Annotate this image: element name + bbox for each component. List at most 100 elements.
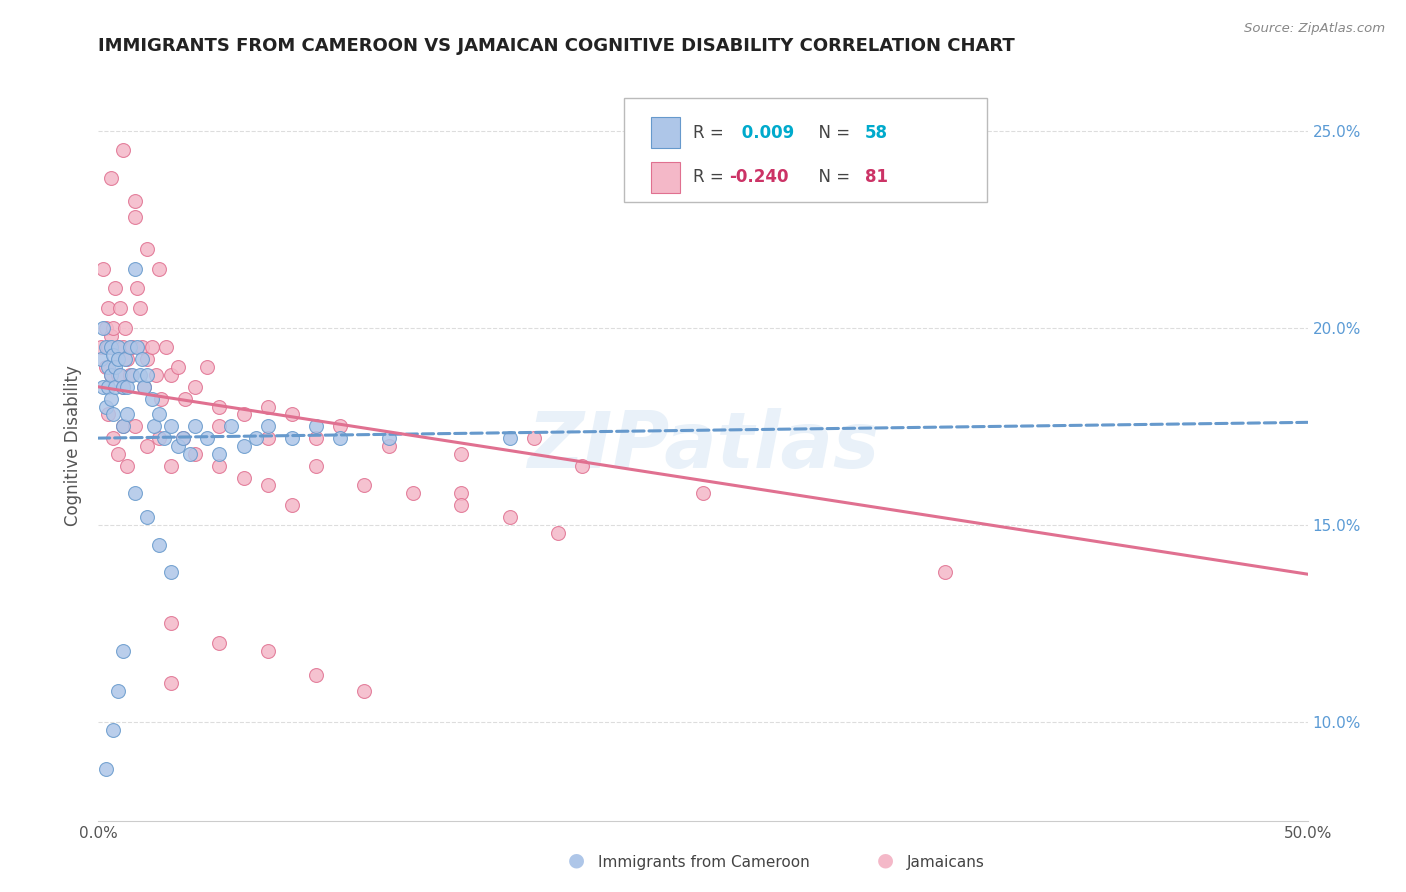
Point (450, 486, 472, 500)
Point (523, 431, 546, 445)
Point (208, 400, 231, 414)
Point (100, 392, 122, 406)
Point (150, 392, 173, 406)
Point (124, 486, 146, 500)
Point (100, 368, 122, 382)
Point (127, 340, 149, 354)
Text: IMMIGRANTS FROM CAMEROON VS JAMAICAN COGNITIVE DISABILITY CORRELATION CHART: IMMIGRANTS FROM CAMEROON VS JAMAICAN COG… (98, 37, 1015, 54)
FancyBboxPatch shape (651, 117, 681, 148)
Point (117, 458, 139, 473)
Point (148, 408, 170, 422)
Point (97, 340, 120, 354)
Point (107, 340, 129, 354)
Point (167, 439, 190, 453)
Point (498, 431, 520, 445)
Point (155, 340, 177, 354)
Point (172, 431, 194, 445)
Point (148, 538, 170, 552)
Point (184, 419, 207, 434)
Point (208, 419, 231, 434)
Point (114, 352, 136, 367)
Point (91, 380, 114, 394)
Point (305, 667, 328, 681)
Point (108, 368, 131, 382)
Point (101, 348, 124, 362)
Point (232, 470, 254, 484)
Point (256, 431, 278, 445)
Point (97, 408, 120, 422)
Point (208, 447, 231, 461)
FancyBboxPatch shape (624, 97, 987, 202)
Point (450, 447, 472, 461)
Point (172, 431, 194, 445)
Point (329, 431, 352, 445)
Point (97, 380, 120, 394)
Text: R =: R = (693, 123, 730, 142)
Y-axis label: Cognitive Disability: Cognitive Disability (65, 366, 83, 526)
Point (377, 439, 399, 453)
Point (127, 281, 149, 295)
Point (91, 320, 114, 334)
Point (111, 380, 134, 394)
Point (104, 360, 127, 375)
Point (305, 419, 328, 434)
Point (111, 340, 134, 354)
Point (111, 380, 134, 394)
Point (107, 352, 129, 367)
Point (107, 447, 129, 461)
Point (547, 525, 569, 540)
Point (450, 498, 472, 512)
Point (152, 431, 174, 445)
Point (256, 644, 278, 658)
Point (114, 320, 136, 334)
Point (160, 565, 183, 579)
Point (145, 368, 167, 382)
Point (160, 419, 183, 434)
Point (117, 408, 139, 422)
Text: -0.240: -0.240 (730, 169, 789, 186)
Point (208, 636, 231, 650)
Point (160, 616, 183, 631)
Point (135, 439, 157, 453)
Point (108, 301, 131, 315)
Text: Immigrants from Cameroon: Immigrants from Cameroon (598, 855, 810, 870)
Point (94, 320, 117, 334)
Point (571, 458, 593, 473)
Text: 81: 81 (865, 169, 889, 186)
Point (305, 431, 328, 445)
Point (141, 340, 163, 354)
Point (94, 360, 117, 375)
Point (118, 340, 141, 354)
Point (111, 419, 134, 434)
Point (97, 301, 120, 315)
Point (135, 368, 157, 382)
Point (124, 261, 146, 276)
Point (281, 431, 304, 445)
FancyBboxPatch shape (651, 161, 681, 193)
Point (148, 261, 170, 276)
Point (100, 328, 122, 343)
Point (107, 340, 129, 354)
Point (143, 419, 166, 434)
Point (131, 352, 153, 367)
Point (934, 565, 956, 579)
Point (131, 340, 153, 354)
Point (121, 368, 143, 382)
Point (101, 320, 124, 334)
Point (107, 683, 129, 698)
Point (135, 352, 157, 367)
Text: N =: N = (808, 123, 856, 142)
Point (184, 447, 207, 461)
Point (117, 352, 139, 367)
Point (111, 143, 134, 157)
Text: 0.009: 0.009 (735, 123, 794, 142)
Point (104, 281, 127, 295)
Point (232, 408, 254, 422)
Point (97, 360, 120, 375)
Point (221, 419, 243, 434)
Point (195, 360, 218, 375)
Point (104, 380, 127, 394)
Point (94, 400, 117, 414)
Point (281, 498, 304, 512)
Point (124, 419, 146, 434)
